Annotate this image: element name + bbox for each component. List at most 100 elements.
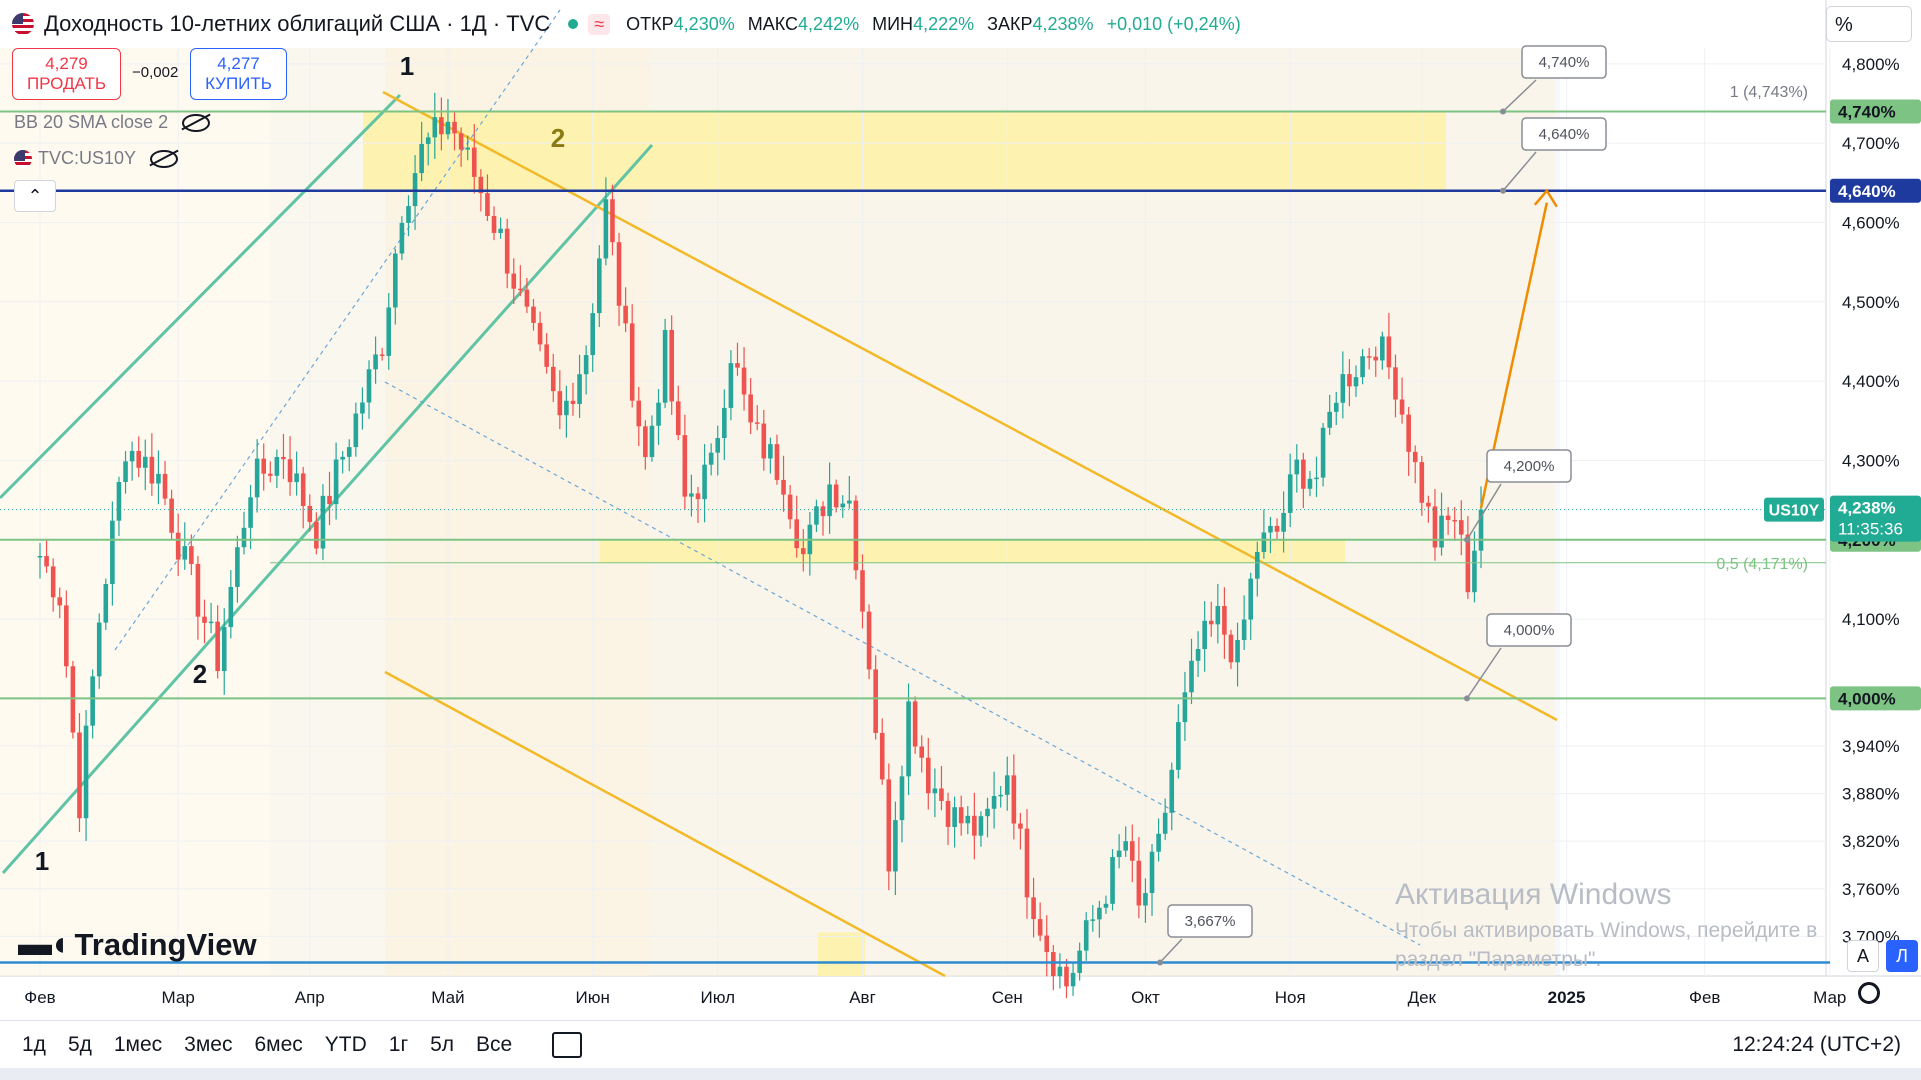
wave-label: 1: [35, 846, 49, 876]
sell-price: 4,279: [45, 54, 88, 73]
candle-body: [787, 494, 793, 520]
candle-body: [281, 456, 286, 460]
calendar-icon[interactable]: [552, 1032, 583, 1058]
candle-body: [1129, 841, 1135, 861]
candle-body: [1136, 860, 1142, 906]
level-tag: [1830, 686, 1921, 711]
candle-body: [149, 456, 155, 484]
buy-button[interactable]: 4,277 КУПИТЬ: [190, 48, 287, 100]
candle-body: [465, 147, 470, 150]
candle-body: [893, 820, 898, 872]
candle-body: [90, 676, 95, 726]
price-tick-label: 4,100%: [1842, 610, 1900, 629]
candle-body: [945, 800, 951, 827]
candle-body: [958, 807, 964, 824]
last-price-value: 4,238%: [1838, 499, 1896, 518]
candle-body: [899, 776, 905, 821]
range-3m[interactable]: 3мес: [184, 1033, 233, 1056]
range-1d[interactable]: 1д: [22, 1033, 46, 1056]
log-scale-button[interactable]: Л: [1886, 940, 1918, 972]
candle-body: [1360, 356, 1365, 378]
tradingview-mark-icon: ▬◖: [18, 925, 70, 963]
candle-body: [50, 566, 56, 598]
candle-body: [978, 816, 984, 836]
auto-scale-button[interactable]: A: [1847, 940, 1879, 972]
callout-label: 4,640%: [1539, 126, 1590, 143]
candle-body: [1274, 525, 1280, 532]
candle-body: [623, 305, 628, 324]
candle-body: [1156, 833, 1161, 852]
clock[interactable]: 12:24:24 (UTC+2): [1732, 1033, 1901, 1056]
time-tick-label: Фев: [24, 988, 55, 1007]
candle-body: [1333, 402, 1339, 412]
candle-body: [1314, 477, 1319, 480]
range-5y[interactable]: 5л: [430, 1033, 455, 1056]
candle-body: [1452, 519, 1457, 522]
candle-body: [965, 815, 971, 824]
candle-body: [1051, 952, 1056, 977]
time-tick-label: Апр: [295, 988, 325, 1007]
gear-icon[interactable]: [1858, 982, 1880, 1004]
symbol-title[interactable]: Доходность 10-летних облигаций США · 1Д …: [44, 11, 551, 36]
range-1m[interactable]: 1мес: [113, 1033, 163, 1056]
candle-body: [268, 473, 273, 476]
candle-body: [1301, 459, 1306, 489]
candle-body: [96, 622, 102, 677]
price-tick-label: 4,800%: [1842, 55, 1900, 74]
hidden-eye-icon[interactable]: [150, 149, 179, 168]
candle-body: [1347, 374, 1352, 387]
green-channel-mid: [114, 9, 561, 651]
candle-body: [531, 306, 536, 323]
price-tick-label: 4,600%: [1842, 213, 1900, 232]
candle-body: [419, 143, 424, 174]
candle-body: [866, 611, 872, 670]
collapse-legend-button[interactable]: ⌃: [14, 180, 56, 212]
candle-body: [1320, 427, 1326, 478]
range-5d[interactable]: 5д: [67, 1033, 92, 1056]
candle-body: [656, 402, 661, 426]
range-1y[interactable]: 1г: [388, 1033, 409, 1056]
time-tick-label: Фев: [1689, 988, 1720, 1007]
indicator-compare[interactable]: TVC:US10Y: [14, 148, 179, 169]
candle-body: [379, 354, 385, 356]
candle-body: [77, 732, 82, 819]
candle-body: [320, 495, 326, 549]
price-tick-label: 4,300%: [1842, 451, 1900, 470]
candle-body: [241, 527, 247, 548]
range-all[interactable]: Все: [476, 1033, 513, 1056]
candle-body: [603, 199, 609, 259]
sell-button[interactable]: 4,279 ПРОДАТЬ: [12, 48, 121, 100]
candle-body: [485, 193, 490, 216]
candle-body: [741, 367, 747, 395]
price-tick-label: 3,880%: [1842, 785, 1900, 804]
callout-box: [1167, 904, 1253, 938]
candle-body: [1478, 509, 1484, 551]
range-ytd[interactable]: YTD: [324, 1033, 367, 1056]
level-tag-label: 4,640%: [1838, 182, 1896, 201]
candle-body: [136, 450, 141, 468]
symbol-header: Доходность 10-летних облигаций США · 1Д …: [0, 0, 1249, 48]
candle-body: [103, 584, 109, 623]
candle-body: [1189, 660, 1194, 693]
candle-body: [702, 464, 707, 500]
taskbar-strip: [0, 1068, 1921, 1080]
candle-body: [1419, 462, 1425, 503]
range-6m[interactable]: 6мес: [254, 1033, 303, 1056]
us-flag-icon: [14, 149, 32, 168]
candle-body: [1004, 775, 1010, 795]
candle-body: [287, 459, 293, 483]
candle-body: [1202, 620, 1207, 650]
candle-body: [1445, 515, 1451, 520]
candle-body: [498, 228, 503, 233]
candle-body: [1261, 532, 1267, 552]
scale-unit-button[interactable]: %: [1826, 6, 1912, 42]
chevron-up-icon: ⌃: [27, 186, 43, 206]
hidden-eye-icon[interactable]: [182, 113, 211, 132]
candle-body: [129, 450, 135, 462]
candle-body: [1287, 474, 1293, 513]
indicator-compare-label: TVC:US10Y: [38, 148, 137, 168]
candle-body: [833, 484, 839, 508]
indicator-bb[interactable]: BB 20 SMA close 2: [14, 112, 211, 133]
candle-body: [544, 344, 549, 367]
